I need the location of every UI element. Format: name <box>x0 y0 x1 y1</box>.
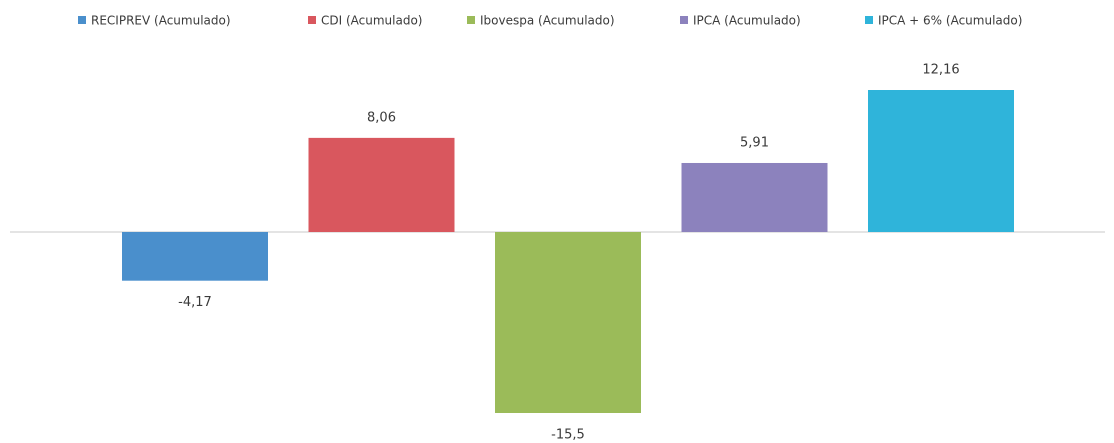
value-label: 12,16 <box>922 63 959 78</box>
legend-text: RECIPREV (Acumulado) <box>91 14 231 28</box>
value-label: -4,17 <box>178 295 212 310</box>
value-label: 5,91 <box>740 135 769 150</box>
legend-text: Ibovespa (Acumulado) <box>480 14 615 28</box>
bar <box>122 231 268 281</box>
bar <box>495 231 641 413</box>
legend-text: IPCA (Acumulado) <box>693 14 801 28</box>
legend-swatch <box>78 16 86 24</box>
bar <box>868 90 1014 232</box>
legend-swatch <box>467 16 475 24</box>
legend-text: CDI (Acumulado) <box>321 14 422 28</box>
legend-swatch <box>308 16 316 24</box>
value-label: -15,5 <box>551 428 585 443</box>
legend-swatch <box>680 16 688 24</box>
bar <box>308 137 455 232</box>
value-label: 8,06 <box>367 110 396 125</box>
legend-text: IPCA + 6% (Acumulado) <box>878 14 1022 28</box>
bar <box>681 162 828 232</box>
legend-swatch <box>865 16 873 24</box>
